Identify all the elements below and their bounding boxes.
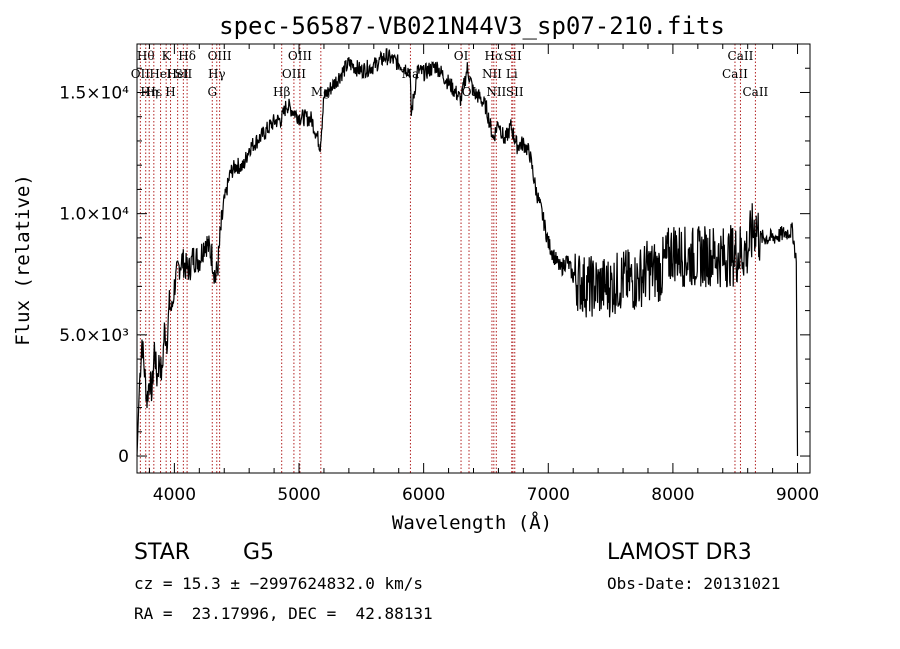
line-marker-label: SII: [506, 85, 524, 99]
line-marker-label: Hβ: [273, 85, 290, 99]
line-marker-label: Hε: [145, 85, 162, 99]
line-marker-label: Hα: [485, 49, 504, 63]
line-marker-label: HeI: [166, 67, 189, 81]
line-marker-label: OIII: [288, 49, 312, 63]
y-axis-ticks: 0 5.0×10³ 1.0×10⁴ 1.5×10⁴: [59, 67, 810, 467]
line-marker-label: CaII: [728, 49, 754, 63]
line-marker-label: H: [165, 85, 175, 99]
x-axis-ticks: 4000 5000 6000 7000 8000 9000: [148, 44, 819, 505]
line-marker-label: SII: [175, 67, 193, 81]
survey-name: LAMOST DR3: [607, 540, 752, 565]
line-marker-label: K: [162, 49, 172, 63]
x-tick-label: 8000: [651, 485, 694, 505]
object-type: STAR: [134, 540, 191, 565]
x-axis-label: Wavelength (Å): [392, 511, 552, 534]
line-marker-label: Hθ: [137, 49, 155, 63]
y-axis-label: Flux (relative): [12, 174, 34, 346]
line-marker-label: CaII: [722, 67, 748, 81]
spectrum-line: [136, 48, 799, 457]
spectral-subclass: G5: [243, 540, 275, 565]
chart-title: spec-56587-VB021N44V3_sp07-210.fits: [219, 12, 725, 40]
coordinates: RA = 23.17996, DEC = 42.88131: [134, 604, 433, 623]
redshift-info: cz = 15.3 ± −2997624832.0 km/s: [134, 574, 423, 593]
line-marker-label: HeI: [149, 67, 172, 81]
line-marker-label: NII: [486, 85, 506, 99]
x-tick-label: 9000: [776, 485, 819, 505]
line-marker-label: G: [207, 85, 217, 99]
line-marker-label: OII: [131, 67, 151, 81]
y-tick-label: 0: [118, 447, 129, 467]
line-marker-label: CaII: [742, 85, 768, 99]
x-tick-label: 4000: [153, 485, 196, 505]
line-markers: OIIHθHηHεHeIKHHeISIIHδGHγOIIIHβOIIIOIIIM…: [131, 44, 769, 473]
y-tick-label: 1.5×10⁴: [59, 83, 129, 103]
line-marker-label: Li: [506, 67, 518, 81]
x-tick-label: 6000: [402, 485, 445, 505]
observation-date: Obs-Date: 20131021: [607, 574, 781, 593]
line-marker-label: NII: [482, 67, 502, 81]
y-tick-label: 1.0×10⁴: [59, 205, 129, 225]
y-tick-label: 5.0×10³: [59, 326, 129, 346]
line-marker-label: Hη: [140, 85, 158, 99]
x-tick-label: 7000: [527, 485, 570, 505]
line-marker-label: Hδ: [178, 49, 196, 63]
line-marker-label: SII: [504, 49, 522, 63]
line-marker-label: OI: [454, 49, 469, 63]
line-marker-label: OIII: [208, 49, 232, 63]
line-marker-label: Hγ: [208, 67, 226, 81]
x-tick-label: 5000: [277, 485, 320, 505]
line-marker-label: OIII: [282, 67, 306, 81]
